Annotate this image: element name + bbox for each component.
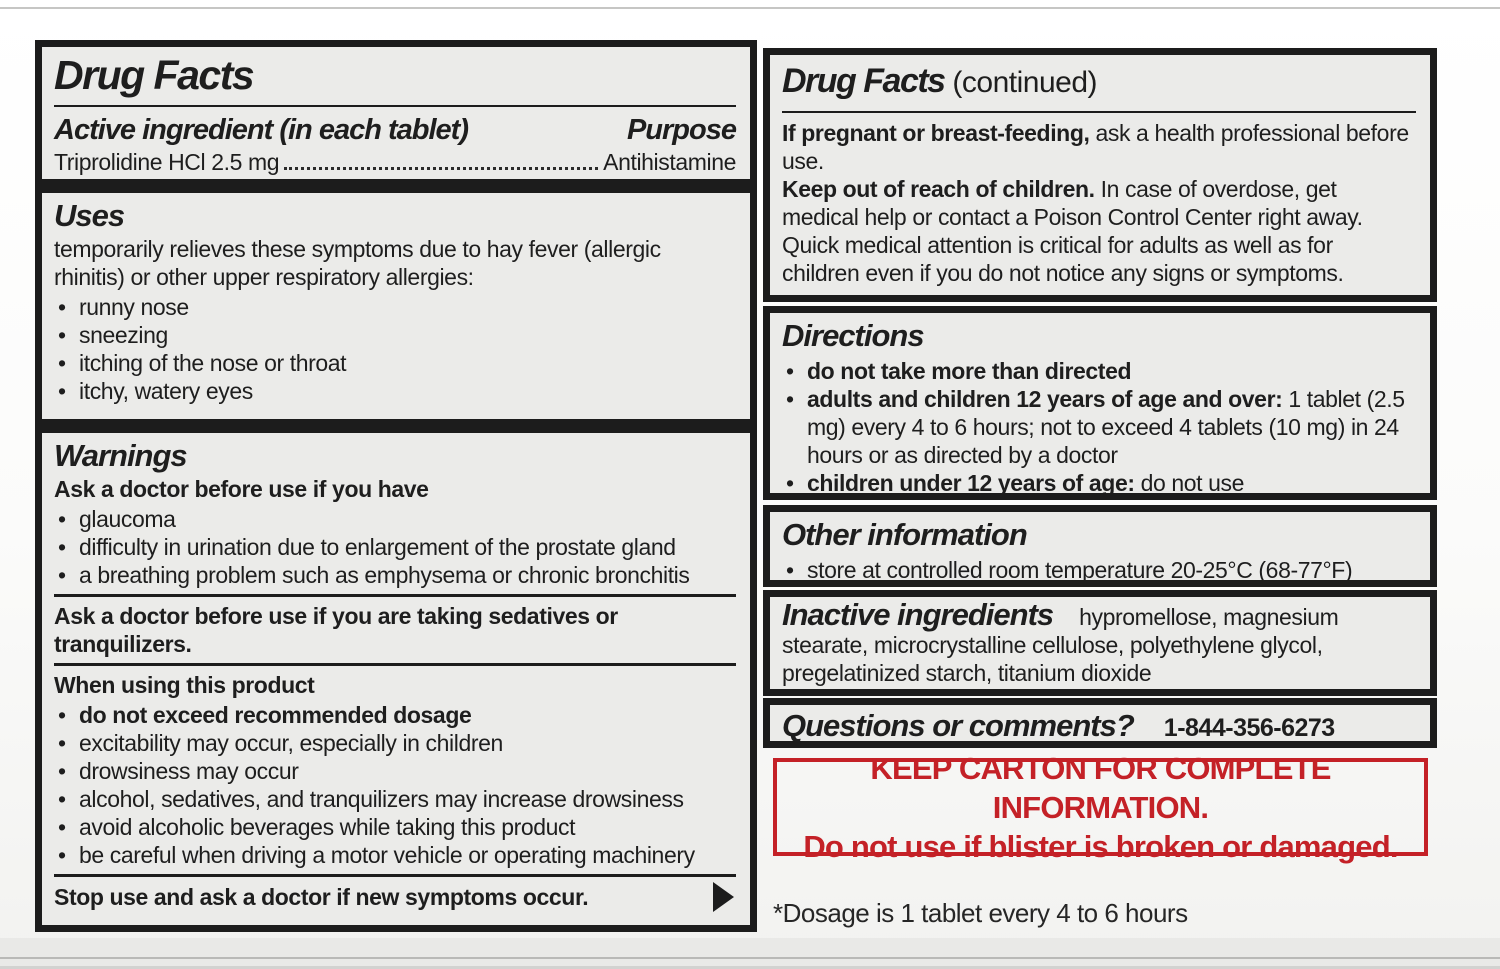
inactive-ingredients-text: hypromellose, magnesium stearate, microc…: [782, 604, 1339, 686]
ask-doctor-bullet-list: glaucoma difficulty in urination due to …: [54, 505, 736, 589]
bullet-bold-text: children under 12 years of age:: [807, 470, 1135, 496]
when-using-heading: When using this product: [54, 672, 315, 698]
warnings-title: Warnings: [54, 438, 188, 473]
list-item: adults and children 12 years of age and …: [782, 385, 1416, 469]
keep-carton-line1: KEEP CARTON FOR COMPLETE INFORMATION.: [870, 750, 1331, 825]
list-item: itchy, watery eyes: [54, 377, 736, 405]
inactive-ingredients-paragraph: Inactive ingredients hypromellose, magnes…: [782, 599, 1416, 687]
inactive-ingredients-title: Inactive ingredients: [782, 597, 1054, 632]
section-drug-facts-continued: Drug Facts (continued) If pregnant or br…: [763, 48, 1437, 302]
section-uses: Uses temporarily relieves these symptoms…: [35, 186, 757, 426]
list-item: store at controlled room temperature 20-…: [782, 556, 1416, 580]
arrow-right-icon: [713, 882, 734, 912]
uses-intro: temporarily relieves these symptoms due …: [54, 236, 661, 290]
bullet-text: avoid alcoholic beverages while taking t…: [79, 814, 576, 840]
keep-out-of-reach-warning: Keep out of reach of children. In case o…: [782, 175, 1416, 287]
divider: [54, 594, 736, 597]
ingredient-row: Triprolidine HCl 2.5 mg Antihistamine: [54, 147, 736, 177]
divider: [782, 111, 1416, 113]
section-other-information: Other information store at controlled ro…: [763, 505, 1437, 587]
drug-facts-continued-title: Drug Facts (continued): [782, 59, 1416, 105]
keep-bold-text: Keep out of reach of children.: [782, 176, 1095, 202]
stop-use-row: Stop use and ask a doctor if new symptom…: [54, 882, 736, 912]
section-inactive-ingredients: Inactive ingredients hypromellose, magnes…: [763, 590, 1437, 696]
keep-carton-notice-box: KEEP CARTON FOR COMPLETE INFORMATION. Do…: [773, 751, 1428, 864]
dosage-footnote: *Dosage is 1 tablet every 4 to 6 hours: [773, 898, 1188, 928]
questions-row: Questions or comments? 1-844-356-6273: [782, 708, 1416, 743]
bullet-bold-text: do not take more than directed: [807, 358, 1132, 384]
bullet-text: be careful when driving a motor vehicle …: [79, 842, 695, 868]
list-item: avoid alcoholic beverages while taking t…: [54, 813, 736, 841]
carton-top-edge: [0, 7, 1500, 9]
keep-text: In case of overdose, get medical help or…: [782, 176, 1363, 286]
when-using-bullet-list: do not exceed recommended dosage excitab…: [54, 701, 736, 869]
carton-bottom-strip: [0, 938, 1500, 969]
directions-bullet-list: do not take more than directed adults an…: [782, 357, 1416, 496]
bullet-text: do not use: [1134, 470, 1245, 496]
carton-bottom-edge: [0, 966, 1500, 969]
list-item: runny nose: [54, 293, 736, 321]
ask-doctor-heading: Ask a doctor before use if you have: [54, 476, 429, 502]
active-ingredient-header-row: Active ingredient (in each tablet) Purpo…: [54, 113, 737, 147]
list-item: glaucoma: [54, 505, 736, 533]
pregnant-bold-text: If pregnant or breast-feeding,: [782, 120, 1090, 146]
uses-bullet-list: runny nose sneezing itching of the nose …: [54, 293, 736, 405]
list-item: alcohol, sedatives, and tranquilizers ma…: [54, 785, 736, 813]
divider: [54, 105, 736, 107]
list-item: do not exceed recommended dosage: [54, 701, 736, 729]
bullet-bold-text: adults and children 12 years of age and …: [807, 386, 1283, 412]
bullet-text: alcohol, sedatives, and tranquilizers ma…: [79, 786, 684, 812]
active-ingredient-heading: Active ingredient (in each tablet): [54, 114, 469, 146]
purpose-heading: Purpose: [626, 114, 737, 146]
bullet-bold-text: do not exceed recommended dosage: [79, 702, 472, 728]
directions-title: Directions: [782, 318, 925, 353]
uses-title: Uses: [54, 198, 125, 233]
list-item: children under 12 years of age: do not u…: [782, 469, 1416, 496]
bullet-text: drowsiness may occur: [79, 758, 299, 784]
purpose-value: Antihistamine: [603, 149, 736, 175]
list-item: do not take more than directed: [782, 357, 1416, 385]
section-questions: Questions or comments? 1-844-356-6273: [763, 698, 1437, 748]
list-item: sneezing: [54, 321, 736, 349]
questions-title: Questions or comments?: [782, 708, 1135, 743]
drug-facts-title: Drug Facts: [54, 52, 255, 98]
list-item: difficulty in urination due to enlargeme…: [54, 533, 736, 561]
keep-carton-line2: Do not use if blister is broken or damag…: [803, 828, 1398, 864]
list-item: be careful when driving a motor vehicle …: [54, 841, 736, 869]
section-directions: Directions do not take more than directe…: [763, 306, 1437, 500]
section-warnings: Warnings Ask a doctor before use if you …: [35, 426, 757, 932]
divider: [54, 663, 736, 666]
other-information-bullet-list: store at controlled room temperature 20-…: [782, 556, 1416, 580]
continued-label: (continued): [944, 66, 1098, 99]
divider: [54, 874, 736, 877]
list-item: itching of the nose or throat: [54, 349, 736, 377]
pregnant-text: ask a health professional before use.: [782, 120, 1409, 174]
bullet-text: excitability may occur, especially in ch…: [79, 730, 503, 756]
section-active-ingredient: Drug Facts Active ingredient (in each ta…: [35, 40, 757, 186]
bullet-text: 1 tablet (2.5 mg) every 4 to 6 hours; no…: [807, 386, 1405, 468]
pregnant-warning: If pregnant or breast-feeding, ask a hea…: [782, 119, 1416, 175]
carton-bottom-line: [0, 957, 1500, 959]
phone-number: 1-844-356-6273: [1163, 714, 1335, 742]
ask-sedatives-heading: Ask a doctor before use if you are takin…: [54, 603, 618, 657]
drug-facts-panel-left: Drug Facts Active ingredient (in each ta…: [35, 40, 757, 932]
dotted-leader: [284, 167, 599, 170]
list-item: drowsiness may occur: [54, 757, 736, 785]
stop-use-text: Stop use and ask a doctor if new symptom…: [54, 884, 589, 910]
other-information-title: Other information: [782, 517, 1028, 552]
drug-facts-title-text: Drug Facts: [782, 62, 946, 100]
list-item: a breathing problem such as emphysema or…: [54, 561, 736, 589]
ingredient-name: Triprolidine HCl 2.5 mg: [54, 149, 280, 175]
list-item: excitability may occur, especially in ch…: [54, 729, 736, 757]
